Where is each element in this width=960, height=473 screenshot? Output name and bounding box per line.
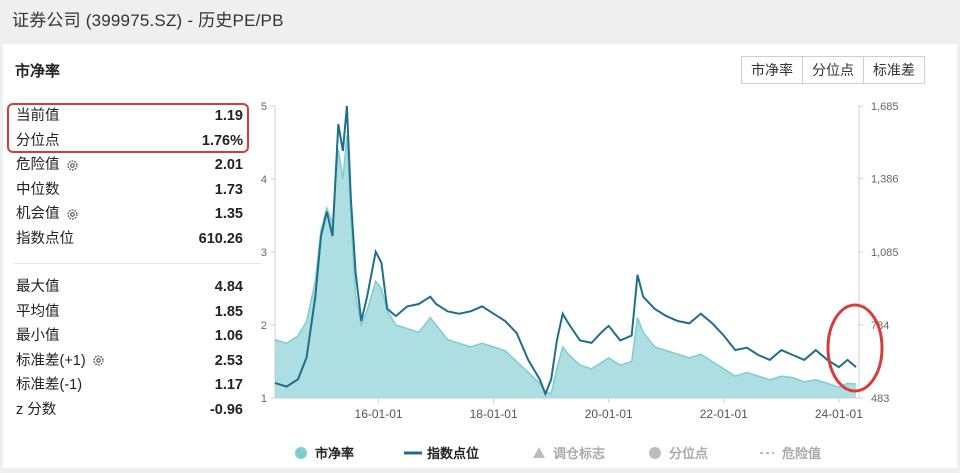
stat-value: 2.01	[214, 157, 243, 173]
stat-label: 指数点位	[16, 230, 74, 247]
y-right-tick-label: 483	[871, 393, 889, 405]
valuation-panel: 市净率 市净率 分位点 标准差 当前值 1.19 分位点 1.76% 危险值 2…	[3, 44, 957, 468]
pb-area-series	[275, 135, 857, 398]
tab-pb[interactable]: 市净率	[751, 62, 793, 78]
y-left-tick-label: 1	[261, 393, 267, 405]
stat-value: 1.06	[214, 328, 243, 344]
tab-percentile[interactable]: 分位点	[802, 57, 863, 83]
stat-label: 当前值	[16, 108, 60, 124]
stat-percentile: 分位点 1.76%	[13, 129, 251, 154]
x-tick-label: 18-01-01	[470, 407, 518, 421]
legend-label: 市净率	[315, 446, 354, 461]
stat-min: 最小值 1.06	[13, 324, 251, 349]
stat-label: 标准差(+1)	[16, 352, 86, 369]
y-left-tick-label: 4	[261, 174, 267, 186]
y-left-tick-label: 5	[261, 101, 267, 113]
stat-value: 2.53	[214, 352, 243, 369]
divider	[13, 263, 261, 264]
stat-value: -0.96	[209, 401, 243, 418]
stats-spacer	[13, 251, 261, 275]
metric-tab-group: 市净率 分位点 标准差	[741, 56, 925, 84]
stat-std-minus1: 标准差(-1) 1.17	[13, 373, 251, 398]
stat-value: 1.73	[214, 181, 243, 198]
section-title: 市净率	[15, 63, 61, 80]
stat-danger: 危险值 2.01	[13, 153, 251, 178]
stat-median: 中位数 1.73	[13, 178, 251, 203]
stat-label: 分位点	[16, 132, 60, 149]
stat-value: 4.84	[214, 279, 243, 295]
index-series-line	[274, 105, 857, 397]
latest-value-highlight	[826, 303, 884, 393]
stat-max: 最大值 4.84	[13, 275, 251, 300]
legend-marker-triangle	[533, 447, 545, 458]
legend-label: 指数点位	[427, 446, 479, 461]
gear-icon[interactable]	[92, 354, 105, 367]
stat-label: 平均值	[16, 303, 60, 320]
y-right-tick-label: 1,685	[871, 101, 899, 113]
y-left-tick-label: 2	[261, 320, 267, 332]
x-tick-label: 22-01-01	[700, 407, 748, 421]
stat-label: z 分数	[16, 401, 57, 418]
stat-opportunity: 机会值 1.35	[13, 202, 251, 227]
stat-label: 最小值	[16, 328, 60, 344]
stat-value: 1.85	[214, 303, 243, 320]
stat-std-plus1: 标准差(+1) 2.53	[13, 349, 251, 374]
stat-label: 中位数	[16, 181, 60, 198]
stat-value: 1.19	[214, 108, 243, 124]
legend-label: 危险值	[782, 446, 821, 461]
legend-label: 调仓标志	[553, 446, 605, 461]
current-value-highlight	[7, 103, 249, 153]
stat-label-wrap: 机会值	[16, 202, 79, 227]
stat-label: 标准差(-1)	[16, 377, 83, 393]
x-tick-label: 24-01-01	[815, 407, 863, 421]
stat-current: 当前值 1.19	[13, 104, 251, 129]
gear-icon[interactable]	[66, 208, 79, 221]
stat-label: 危险值	[16, 157, 60, 173]
stat-label: 机会值	[16, 206, 60, 222]
gear-icon[interactable]	[66, 159, 79, 172]
stat-label-wrap: 危险值	[16, 153, 79, 178]
stat-value: 1.17	[214, 377, 243, 393]
stats-list: 当前值 1.19 分位点 1.76% 危险值 2.01 中位数 1.73 机会值	[13, 104, 261, 423]
legend-label: 分位点	[669, 446, 708, 461]
pb-chart: 1 2 3 4 5 483 784 1,085 1,386 1,685 16-01-01 18-01-…	[3, 44, 957, 468]
stat-label: 最大值	[16, 279, 60, 295]
y-right-tick-label: 1,386	[871, 174, 899, 186]
stat-index-points: 指数点位 610.26	[13, 227, 251, 252]
stat-label-wrap: 标准差(+1)	[16, 349, 105, 374]
page-title: 证券公司 (399975.SZ) - 历史PE/PB	[12, 11, 284, 30]
stat-value: 610.26	[198, 230, 243, 247]
stat-zscore: z 分数 -0.96	[13, 398, 251, 423]
y-left-tick-label: 3	[261, 247, 267, 259]
legend-marker-circle	[295, 447, 307, 459]
stat-value: 1.35	[214, 206, 243, 222]
x-tick-label: 16-01-01	[355, 407, 403, 421]
stat-mean: 平均值 1.85	[13, 300, 251, 325]
y-right-tick-label: 1,085	[871, 247, 899, 259]
stat-value: 1.76%	[201, 132, 243, 149]
x-tick-label: 20-01-01	[585, 407, 633, 421]
tab-std[interactable]: 标准差	[863, 57, 924, 83]
legend-marker-circle	[649, 447, 661, 459]
